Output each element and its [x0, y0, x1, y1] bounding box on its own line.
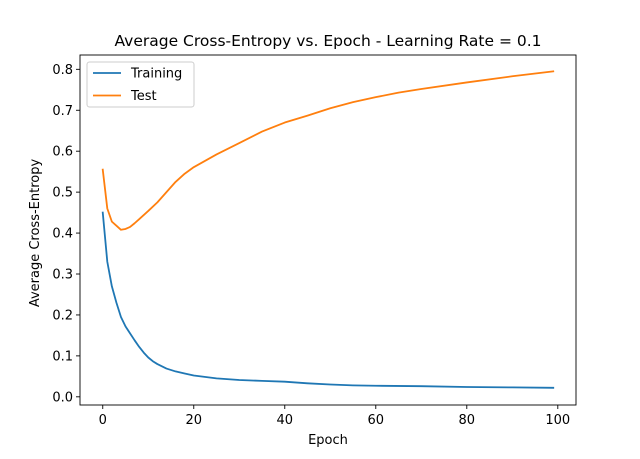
x-tick-label: 100 — [545, 413, 570, 428]
legend-label-test: Test — [130, 89, 157, 104]
plot-area-frame — [79, 54, 577, 406]
x-axis-label: Epoch — [308, 433, 348, 448]
x-tick-label: 0 — [99, 413, 107, 428]
y-tick-label: 0.2 — [52, 308, 73, 323]
x-tick-label: 60 — [368, 413, 385, 428]
y-axis-label: Average Cross-Entropy — [28, 159, 43, 308]
x-tick-label: 40 — [276, 413, 293, 428]
series-line-training — [101, 211, 555, 389]
x-tick-label: 20 — [185, 413, 202, 428]
y-tick-label: 0.6 — [52, 145, 73, 160]
y-tick-label: 0.8 — [52, 63, 73, 78]
chart-title: Average Cross-Entropy vs. Epoch - Learni… — [114, 32, 541, 50]
y-tick-label: 0.4 — [52, 227, 73, 242]
x-tick-label: 80 — [459, 413, 476, 428]
y-tick-label: 0.3 — [52, 268, 73, 283]
y-tick-label: 0.1 — [52, 349, 73, 364]
y-tick-label: 0.5 — [52, 186, 73, 201]
y-tick-label: 0.0 — [52, 390, 73, 405]
series-line-test — [101, 70, 555, 231]
legend-label-training: Training — [130, 67, 182, 82]
y-tick-label: 0.7 — [52, 104, 73, 119]
